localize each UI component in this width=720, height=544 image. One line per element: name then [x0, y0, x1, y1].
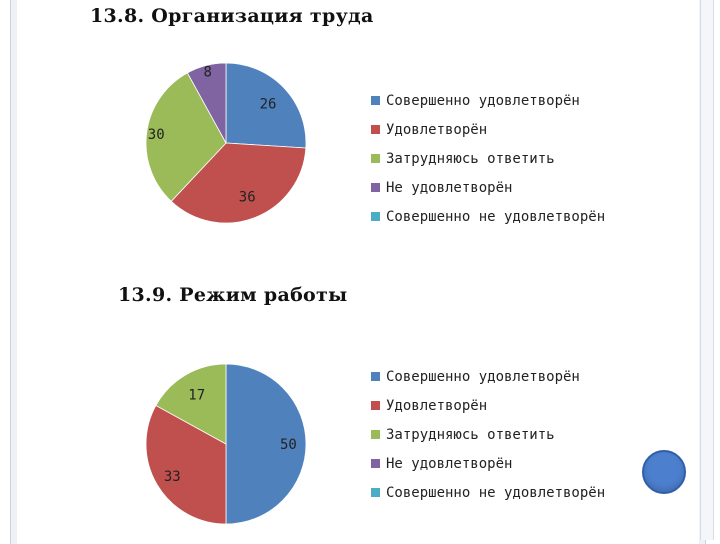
- data-label: 50: [280, 437, 297, 453]
- data-label: 36: [239, 190, 256, 206]
- legend-label: Затрудняюсь ответить: [386, 150, 555, 167]
- legend-entry: Совершенно удовлетворён: [371, 86, 605, 115]
- legend-entry: Совершенно не удовлетворён: [371, 478, 605, 507]
- data-label: 33: [164, 469, 181, 485]
- data-label: 17: [188, 387, 205, 403]
- legend-entry: Удовлетворён: [371, 115, 605, 144]
- legend-2: Совершенно удовлетворён Удовлетворён Затру…: [371, 362, 605, 507]
- pie-slice: [186, 62, 227, 144]
- legend-entry: Затрудняюсь ответить: [371, 144, 605, 173]
- legend-label: Совершенно удовлетворён: [386, 92, 580, 109]
- pie-chart-1: 26 36 30 8: [145, 62, 307, 224]
- legend-label: Удовлетворён: [386, 397, 488, 414]
- legend-entry: Совершенно удовлетворён: [371, 362, 605, 391]
- data-label: 8: [203, 65, 211, 81]
- next-slide-button[interactable]: [642, 450, 686, 494]
- pie-slice: [225, 62, 307, 149]
- pie-slice: [155, 363, 227, 445]
- legend-label: Совершенно не удовлетворён: [386, 484, 606, 501]
- legend-label: Затрудняюсь ответить: [386, 426, 555, 443]
- legend-swatch: [371, 372, 380, 381]
- legend-label: Не удовлетворён: [386, 179, 513, 196]
- pie-slice: [145, 404, 227, 525]
- legend-swatch: [371, 488, 380, 497]
- legend-label: Не удовлетворён: [386, 455, 513, 472]
- legend-swatch: [371, 430, 380, 439]
- legend-swatch: [371, 459, 380, 468]
- legend-swatch: [371, 183, 380, 192]
- legend-swatch: [371, 154, 380, 163]
- data-label: 30: [148, 127, 165, 143]
- legend-swatch: [371, 125, 380, 134]
- pie-slice: [145, 72, 227, 202]
- legend-entry: Затрудняюсь ответить: [371, 420, 605, 449]
- legend-swatch: [371, 401, 380, 410]
- legend-entry: Совершенно не удовлетворён: [371, 202, 605, 231]
- legend-entry: Удовлетворён: [371, 391, 605, 420]
- slide-right-border: [700, 0, 714, 540]
- chart-title-1: 13.8. Организация труда: [90, 5, 374, 27]
- legend-entry: Не удовлетворён: [371, 173, 605, 202]
- legend-label: Удовлетворён: [386, 121, 488, 138]
- pie-slice: [170, 142, 307, 224]
- legend-label: Совершенно не удовлетворён: [386, 208, 606, 225]
- legend-1: Совершенно удовлетворён Удовлетворён Затру…: [371, 86, 605, 231]
- legend-swatch: [371, 212, 380, 221]
- legend-label: Совершенно удовлетворён: [386, 368, 580, 385]
- chart-title-2: 13.9. Режим работы: [118, 284, 348, 306]
- pie-slice: [225, 363, 307, 525]
- data-label: 26: [260, 97, 277, 113]
- pie-chart-2: 50 33 17: [145, 363, 307, 525]
- legend-entry: Не удовлетворён: [371, 449, 605, 478]
- legend-swatch: [371, 96, 380, 105]
